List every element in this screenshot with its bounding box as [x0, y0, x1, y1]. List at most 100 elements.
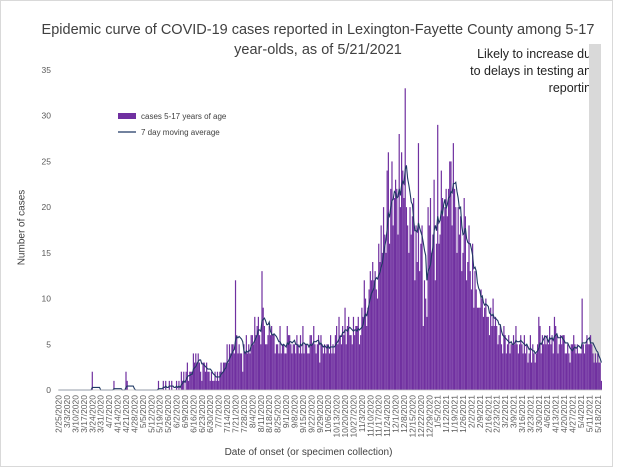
case-bar [330, 335, 332, 390]
case-bar [368, 289, 370, 390]
case-bar [239, 353, 241, 390]
case-bar [374, 271, 376, 390]
x-tick-label: 11/10/2020 [365, 395, 375, 437]
x-tick-label: 4/28/2020 [129, 395, 139, 433]
x-axis-label: Date of onset (or specimen collection) [224, 447, 393, 458]
case-bar [444, 207, 446, 390]
case-bar [286, 326, 288, 390]
case-bar [459, 216, 462, 390]
x-tick-label: 5/18/2021 [593, 395, 603, 433]
case-bar [213, 380, 215, 390]
case-bar [208, 371, 210, 390]
case-bar [569, 362, 571, 390]
case-bar [327, 344, 329, 390]
case-bar [231, 344, 233, 390]
x-tick-label: 12/22/2020 [416, 395, 426, 438]
case-bar [568, 353, 570, 390]
case-bar [375, 289, 377, 390]
case-bar [520, 335, 522, 390]
case-bar [250, 335, 252, 390]
case-bar [243, 344, 245, 390]
case-bar [171, 380, 173, 390]
case-bar [398, 134, 400, 390]
case-bar [518, 344, 521, 390]
case-bar [404, 88, 406, 390]
case-bar [364, 298, 367, 390]
case-bar [296, 335, 298, 390]
case-bar [563, 335, 565, 390]
case-bar [530, 362, 533, 390]
case-bar [272, 335, 274, 390]
case-bar [248, 344, 250, 390]
case-bar [267, 335, 269, 390]
case-bar [157, 380, 160, 390]
case-bar [556, 335, 558, 390]
case-bar [409, 207, 411, 390]
case-bar [367, 307, 369, 390]
case-bar [390, 188, 392, 390]
case-bar [423, 280, 426, 390]
case-bar [555, 326, 557, 390]
case-bar [232, 344, 234, 390]
case-bar [445, 188, 447, 390]
case-bar [491, 326, 493, 390]
case-bar [529, 335, 531, 390]
case-bar [579, 353, 581, 390]
case-bar [437, 124, 439, 391]
case-bar [251, 335, 253, 390]
case-bar [453, 188, 456, 390]
chart-title: Epidemic curve of COVID-19 cases reporte… [41, 22, 595, 58]
case-bar [540, 353, 542, 390]
case-bar [214, 371, 216, 390]
case-bar [301, 353, 303, 390]
case-bar [524, 353, 527, 390]
case-bar [226, 344, 228, 390]
case-bar [425, 298, 427, 390]
x-tick-label: 9/8/2020 [290, 395, 300, 428]
case-bar [203, 362, 205, 390]
case-bar [528, 353, 530, 390]
case-bar [421, 225, 423, 390]
case-bar [392, 225, 394, 390]
case-bar [191, 371, 193, 390]
case-bar [564, 353, 566, 390]
case-bar [192, 353, 194, 390]
case-bar [278, 353, 280, 390]
case-bar [527, 362, 529, 390]
case-bar [228, 344, 231, 390]
case-bars [91, 88, 602, 391]
case-bar [315, 353, 317, 390]
case-bar [326, 344, 328, 390]
case-bar [573, 335, 575, 390]
case-bar [593, 362, 595, 390]
case-bar [361, 307, 363, 390]
case-bar [350, 335, 352, 390]
case-bar [187, 380, 190, 390]
case-bar [600, 380, 602, 390]
case-bar [322, 353, 324, 390]
x-tick-label: 3/24/2020 [87, 395, 97, 433]
case-bar [582, 344, 584, 390]
case-bar [550, 344, 552, 390]
case-bar [230, 353, 232, 390]
case-bar [577, 353, 580, 390]
case-bar [238, 344, 240, 390]
case-bar [113, 380, 115, 390]
case-bar [503, 326, 505, 390]
case-bar [378, 243, 380, 390]
case-bar [334, 335, 337, 390]
case-bar [221, 371, 223, 390]
x-tick-label: 8/11/2020 [256, 395, 266, 432]
x-tick-label: 7/7/2020 [214, 395, 224, 428]
case-bar [431, 252, 433, 390]
case-bar [162, 380, 164, 390]
case-bar [447, 188, 450, 390]
case-bar [357, 316, 359, 390]
case-bar [561, 344, 563, 390]
case-bar [189, 371, 191, 390]
x-tick-label: 3/17/2020 [79, 395, 89, 433]
case-bar [227, 362, 229, 390]
y-tick-label: 20 [42, 202, 52, 212]
case-bar [408, 252, 410, 390]
